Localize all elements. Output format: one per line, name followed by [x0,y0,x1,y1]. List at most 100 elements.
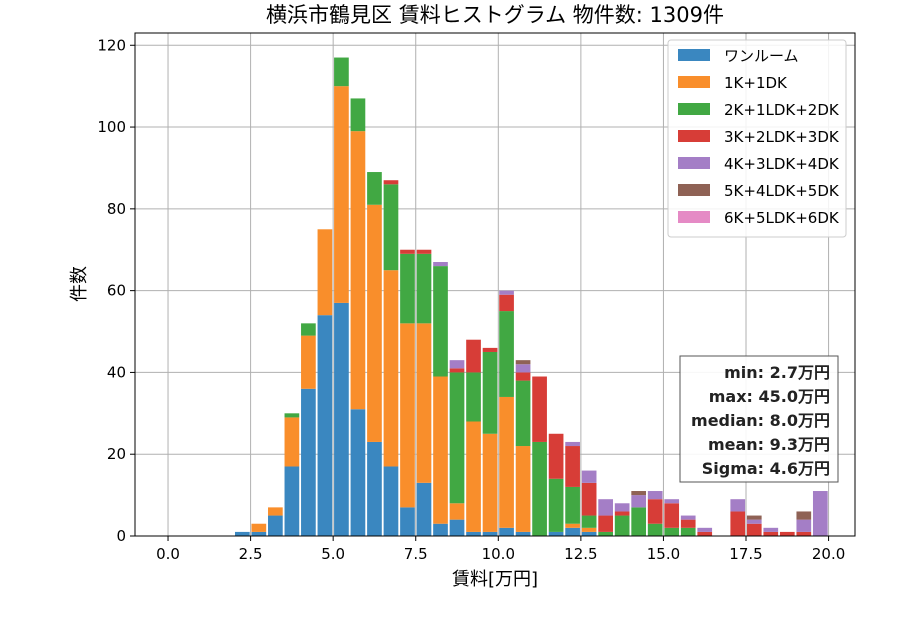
legend-swatch [678,103,710,115]
bar-segment [581,482,597,516]
legend-label: 1K+1DK [724,74,788,92]
bar-segment [532,376,547,442]
x-tick-label: 20.0 [812,545,845,563]
bar-segment [680,527,696,536]
bar-segment [433,262,448,267]
bar-segment [367,172,382,205]
bar-segment [268,507,283,516]
bar-segment [598,531,613,536]
bar-segment [383,184,399,271]
bar-segment [796,519,812,532]
bar-segment [515,531,531,536]
bar-segment [796,511,812,520]
y-tick-label: 120 [97,36,126,54]
bar-segment [565,523,580,528]
bar-segment [284,417,300,467]
bar-segment [746,519,762,524]
stats-line: mean: 9.3万円 [708,435,830,454]
legend-swatch [678,211,710,223]
bar-segment [631,507,647,536]
legend-swatch [678,157,710,169]
bar-segment [284,466,300,536]
bar-segment [581,531,597,536]
bar-segment [317,315,333,536]
bar-segment [449,503,465,520]
bar-segment [548,478,564,532]
y-tick-label: 20 [107,445,126,463]
bar-segment [466,372,481,422]
bar-segment [251,531,267,536]
bar-segment [664,499,680,504]
bar-segment [334,86,349,303]
stats-frame [679,355,839,483]
x-tick-label: 15.0 [647,545,680,563]
bar-segment [400,323,415,508]
bar-segment [664,527,680,536]
bar-segment [598,515,613,532]
stats-line: min: 2.7万円 [724,363,830,382]
bar-segment [763,527,779,532]
bar-segment [416,482,432,536]
y-tick-label: 0 [116,527,126,545]
bar-segment [301,335,316,389]
bar-segment [565,527,580,536]
stats-box: min: 2.7万円 max: 45.0万円 median: 8.0万円 mean: … [679,355,839,483]
bar-segment [631,495,647,508]
bar-segment [565,486,580,524]
bar-segment [251,523,267,532]
bar-segment [449,360,465,369]
bar-segment [614,511,630,516]
bar-segment [565,446,580,487]
bar-segment [730,499,746,512]
bar-segment [301,323,316,336]
bar-segment [301,388,316,536]
bar-segment [680,519,696,528]
x-tick-label: 10.0 [482,545,515,563]
bar-segment [746,523,762,536]
legend-label: 6K+5LDK+6DK [724,209,840,227]
bar-segment [730,511,746,536]
bar-segment [614,503,630,512]
plot-frame [134,32,856,537]
bar-segment [466,421,481,532]
legend: ワンルーム 1K+1DK 2K+1LDK+2DK 3K+2LDK+3DK 4K+3LDK… [667,39,847,238]
bar-segment [334,302,349,536]
x-tick-label: 7.5 [404,545,428,563]
bar-segment [697,531,713,536]
y-axis-ticks: 0 20 40 60 80 100 120 [97,36,135,545]
legend-swatch [678,49,710,61]
y-tick-label: 40 [107,363,126,381]
bar-segment [581,470,597,483]
bars [234,57,828,536]
bar-segment [482,531,498,536]
bar-segment [796,531,812,536]
legend-label: ワンルーム [724,47,799,65]
x-tick-label: 2.5 [239,545,263,563]
bar-segment [515,446,531,532]
x-tick-label: 12.5 [564,545,597,563]
bar-segment [350,131,366,410]
legend-swatch [678,184,710,196]
bar-segment [400,249,415,254]
y-tick-label: 100 [97,118,126,136]
bar-segment [416,323,432,483]
bar-segment [499,396,514,528]
bar-segment [383,466,399,536]
bar-segment [466,339,481,373]
bar-segment [433,523,448,536]
bar-segment [647,499,663,524]
bar-segment [647,523,663,536]
bar-segment [631,491,647,496]
bar-segment [400,507,415,536]
bar-segment [416,249,432,254]
legend-label: 5K+4LDK+5DK [724,182,840,200]
stats-line: Sigma: 4.6万円 [702,459,830,478]
bar-segment [812,491,828,536]
bar-segment [317,229,333,316]
chart-title: 横浜市鶴見区 賃料ヒストグラム 物件数: 1309件 [266,3,724,27]
bar-segment [779,531,795,536]
legend-label: 4K+3LDK+4DK [724,155,840,173]
bar-segment [763,531,779,536]
bar-segment [400,253,415,324]
